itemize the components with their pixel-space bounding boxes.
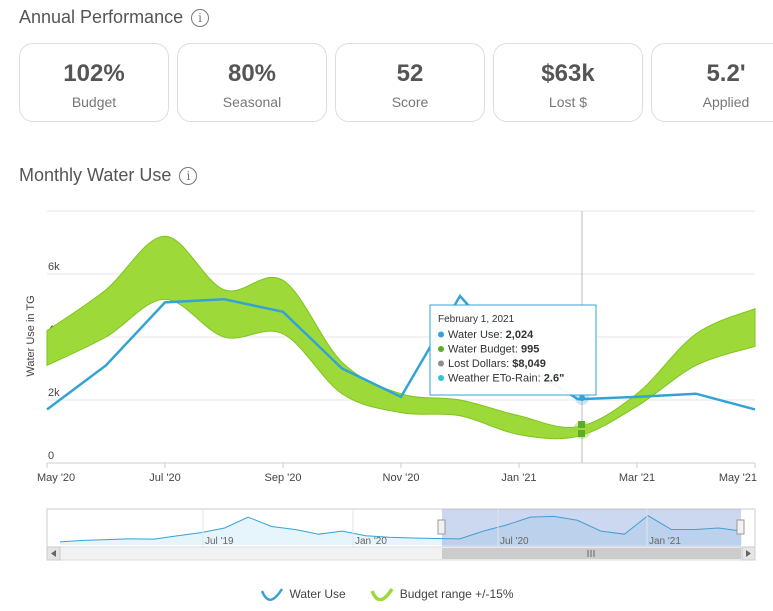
annual-performance-title: Annual Performance	[19, 7, 184, 27]
y-tick-label: 4k	[48, 324, 60, 336]
kpi-value: 52	[396, 60, 424, 87]
scrollbar[interactable]	[46, 546, 756, 561]
y-tick-label: 6k	[48, 261, 60, 273]
kpi-label: Lost $	[548, 94, 588, 110]
water-use-line[interactable]	[46, 293, 756, 411]
kpi-value: 102%	[63, 60, 125, 87]
x-tick-label: Nov '20	[383, 472, 420, 484]
y-tick-label: 0	[48, 450, 54, 462]
y-tick-label: 2k	[48, 387, 60, 399]
info-icon[interactable]: i	[191, 8, 210, 27]
tooltip-row-value: 2.6"	[544, 373, 565, 385]
budget-hover-halo	[573, 421, 591, 439]
annual-performance-header: Annual Performance i	[19, 7, 210, 28]
navigator-handle-left[interactable]	[437, 519, 446, 535]
navigator-label: Jul '20	[500, 536, 529, 547]
tooltip-row: Water Use: 2,024	[448, 329, 534, 341]
x-tick-label: May '21	[719, 472, 757, 484]
tooltip-bullet-icon	[438, 360, 444, 367]
monthly-water-use-title: Monthly Water Use	[19, 165, 172, 185]
tooltip-row-label: Water Budget:	[448, 344, 521, 356]
info-icon[interactable]: i	[179, 166, 198, 185]
monthly-water-use-header: Monthly Water Use i	[19, 165, 198, 186]
x-tick-label: Sep '20	[265, 472, 302, 484]
legend-label: Budget range +/-15%	[399, 587, 514, 601]
tooltip-row-label: Lost Dollars:	[448, 358, 512, 370]
budget-marker-low[interactable]	[578, 430, 585, 437]
wave-band-icon	[370, 588, 394, 601]
tooltip-date: February 1, 2021	[438, 314, 515, 325]
tooltip-row-value: 2,024	[506, 329, 534, 341]
tooltip-row-value: $8,049	[512, 358, 546, 370]
grid-lines	[47, 210, 755, 401]
tooltip-bullet-icon	[438, 346, 444, 352]
navigator-label: Jan '20	[355, 536, 387, 547]
x-tick-label: Mar '21	[619, 472, 655, 484]
kpi-value: 5.2'	[706, 60, 746, 87]
navigator-handle-right[interactable]	[736, 519, 745, 535]
x-tick-label: Jul '20	[149, 472, 180, 484]
kpi-budget: 102% Budget	[19, 43, 169, 122]
tooltip-row-label: Water Use:	[448, 329, 506, 341]
navigator-label: Jul '19	[205, 536, 234, 547]
kpi-row: 102% Budget 80% Seasonal 52 Score $63k L…	[19, 43, 773, 124]
tooltip-bullet-icon	[438, 375, 444, 381]
y-axis-label: Water Use in TG	[25, 295, 37, 376]
navigator-selection[interactable]	[442, 509, 741, 547]
kpi-label: Budget	[71, 94, 117, 110]
tooltip-row: Weather ETo-Rain: 2.6"	[448, 373, 564, 385]
budget-range-band[interactable]	[46, 235, 756, 440]
x-tick-label: May '20	[37, 472, 75, 484]
kpi-score: 52 Score	[335, 43, 485, 122]
kpi-label: Score	[391, 94, 429, 110]
legend-item-budget-range[interactable]: Budget range +/-15%	[370, 587, 514, 601]
legend-item-water-use[interactable]: Water Use	[260, 587, 346, 601]
navigator[interactable]: Jul '19 Jan '20 Jul '20 Jan '21	[46, 508, 756, 548]
budget-marker-high[interactable]	[578, 421, 585, 428]
hover-point[interactable]	[579, 395, 585, 401]
y-axis-ticks: 0 2k 4k 6k	[48, 261, 60, 462]
scrollbar-left-arrow[interactable]	[46, 546, 61, 561]
hover-point-halo	[575, 391, 589, 405]
kpi-label: Seasonal	[222, 94, 282, 110]
tooltip-row-value: 995	[521, 344, 539, 356]
kpi-value: 80%	[227, 60, 277, 87]
navigator-area	[60, 515, 742, 545]
tooltip-row: Water Budget: 995	[448, 344, 539, 356]
tooltip-row: Lost Dollars: $8,049	[448, 358, 546, 370]
kpi-lost-dollars: $63k Lost $	[493, 43, 643, 122]
scrollbar-right-arrow[interactable]	[741, 546, 756, 561]
kpi-label: Applied	[702, 94, 750, 110]
navigator-line	[59, 515, 743, 543]
kpi-applied: 5.2' Applied	[651, 43, 773, 122]
tooltip-bullet-icon	[438, 331, 444, 338]
tooltip-row-label: Weather ETo-Rain:	[448, 373, 544, 385]
chart-legend: Water Use Budget range +/-15%	[0, 587, 773, 601]
kpi-value: $63k	[541, 60, 595, 87]
legend-label: Water Use	[289, 587, 346, 601]
navigator-label: Jan '21	[649, 536, 681, 547]
tooltip: February 1, 2021 Water Use: 2,024 Water B…	[429, 304, 597, 396]
x-tick-label: Jan '21	[501, 472, 536, 484]
wave-line-icon	[260, 588, 283, 601]
x-axis-ticks: May '20 Jul '20 Sep '20 Nov '20 Jan '21 Mar '…	[37, 463, 757, 484]
scrollbar-thumb[interactable]	[442, 548, 741, 559]
kpi-seasonal: 80% Seasonal	[177, 43, 327, 122]
